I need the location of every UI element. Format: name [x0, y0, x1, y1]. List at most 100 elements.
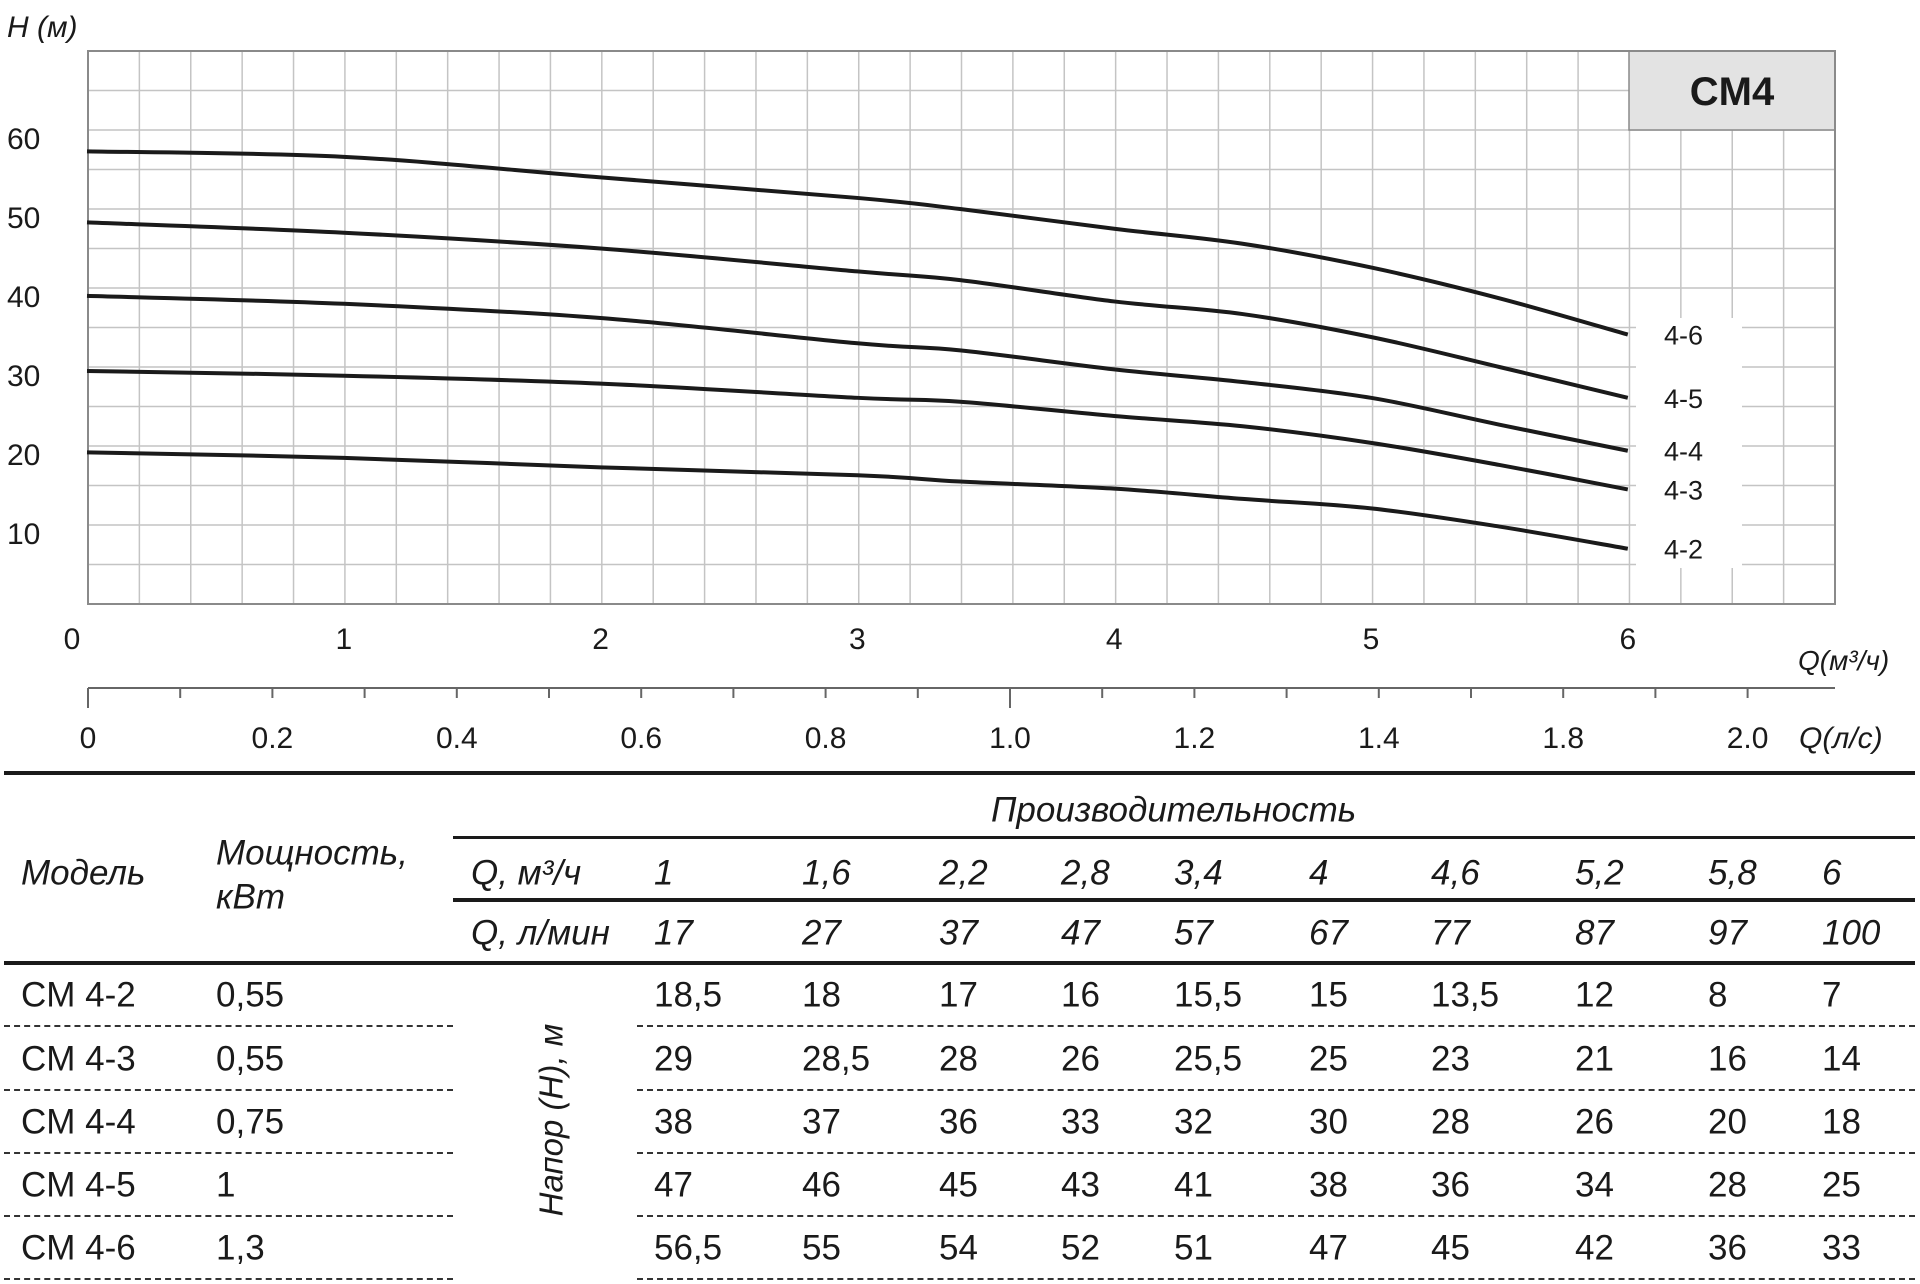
head-value: 29 — [654, 1039, 693, 1079]
head-value: 34 — [1575, 1165, 1614, 1205]
x2-tick-label: 0.6 — [620, 722, 662, 755]
col-model-header: Модель — [21, 853, 146, 893]
head-value: 38 — [1309, 1165, 1348, 1205]
model-name: CM 4-5 — [21, 1165, 136, 1205]
x-tick-label: 4 — [1106, 623, 1123, 656]
head-value: 28 — [1431, 1102, 1470, 1142]
head-value: 13,5 — [1431, 975, 1500, 1015]
head-value: 32 — [1174, 1102, 1213, 1142]
head-value: 26 — [1061, 1039, 1100, 1079]
q-lmin-value: 57 — [1174, 913, 1213, 953]
label-backdrop — [1636, 318, 1742, 568]
head-value: 43 — [1061, 1165, 1100, 1205]
y-tick-label: 50 — [7, 202, 40, 235]
head-value: 18,5 — [654, 975, 723, 1015]
power-value: 0,55 — [216, 1039, 285, 1079]
q-m3h-value: 5,8 — [1708, 853, 1757, 893]
curve-4-3 — [86, 368, 1629, 492]
row-divider — [637, 1152, 1915, 1154]
head-value: 47 — [654, 1165, 693, 1205]
x2-tick-label: 1.4 — [1358, 722, 1400, 755]
series-label: 4-6 — [1664, 321, 1703, 351]
col-power-header: Мощность, — [216, 833, 408, 873]
head-value: 30 — [1309, 1102, 1348, 1142]
x2-tick-label: 0.2 — [252, 722, 294, 755]
group-header: Производительность — [991, 790, 1357, 830]
q-lmin-value: 27 — [802, 913, 841, 953]
q-m3h-label: Q, м³/ч — [471, 853, 582, 893]
curve-4-4 — [86, 293, 1629, 453]
q-m3h-value: 4 — [1309, 853, 1329, 893]
row-divider — [637, 1089, 1915, 1091]
head-value: 20 — [1708, 1102, 1747, 1142]
power-value: 1 — [216, 1165, 236, 1205]
series-label: 4-3 — [1664, 475, 1703, 505]
y-tick-label: 30 — [7, 360, 40, 393]
x-tick-label: 1 — [335, 623, 352, 656]
model-name: CM 4-4 — [21, 1102, 136, 1142]
head-value: 45 — [1431, 1228, 1470, 1268]
separator-line — [4, 771, 1915, 775]
head-value: 33 — [1061, 1102, 1100, 1142]
q-lmin-value: 47 — [1061, 913, 1100, 953]
x2-tick-label: 0.4 — [436, 722, 478, 755]
head-value: 8 — [1708, 975, 1728, 1015]
head-value: 23 — [1431, 1039, 1470, 1079]
head-value: 47 — [1309, 1228, 1348, 1268]
y-tick-label: 10 — [7, 518, 40, 551]
head-value: 37 — [802, 1102, 841, 1142]
chart-title: CM4 — [1690, 70, 1775, 114]
q-m3h-value: 3,4 — [1174, 853, 1223, 893]
q-lmin-value: 97 — [1708, 913, 1747, 953]
head-value: 25 — [1309, 1039, 1348, 1079]
row-divider — [637, 1215, 1915, 1217]
row-divider — [4, 1278, 453, 1280]
x2-axis-label: Q(л/с) — [1799, 722, 1883, 755]
head-value: 55 — [802, 1228, 841, 1268]
head-value: 28,5 — [802, 1039, 871, 1079]
curve-4-2 — [86, 450, 1629, 551]
head-value: 26 — [1575, 1102, 1614, 1142]
row-divider — [4, 1025, 453, 1027]
x2-tick-label: 0.8 — [805, 722, 847, 755]
header-rule — [4, 961, 1915, 965]
row-divider — [4, 1215, 453, 1217]
q-m3h-value: 2,8 — [1061, 853, 1110, 893]
model-name: CM 4-2 — [21, 975, 136, 1015]
x2-tick-label: 0 — [80, 722, 97, 755]
head-value: 28 — [1708, 1165, 1747, 1205]
series-label: 4-5 — [1664, 384, 1703, 414]
x-tick-label: 0 — [64, 623, 81, 656]
head-value: 16 — [1061, 975, 1100, 1015]
head-value: 56,5 — [654, 1228, 723, 1268]
q-m3h-value: 5,2 — [1575, 853, 1624, 893]
head-value: 45 — [939, 1165, 978, 1205]
head-value: 12 — [1575, 975, 1614, 1015]
head-value: 52 — [1061, 1228, 1100, 1268]
head-value: 25,5 — [1174, 1039, 1243, 1079]
head-value: 28 — [939, 1039, 978, 1079]
head-value: 17 — [939, 975, 978, 1015]
plot-frame — [87, 50, 1836, 605]
head-value: 54 — [939, 1228, 978, 1268]
x2-ticks: 0 0.2 0.4 0.6 0.8 1.0 1.2 1.4 1.8 2.0 — [80, 688, 1768, 755]
q-m3h-value: 6 — [1822, 853, 1842, 893]
q-m3h-value: 4,6 — [1431, 853, 1480, 893]
head-value: 25 — [1822, 1165, 1861, 1205]
x2-tick-label: 1.8 — [1542, 722, 1584, 755]
q-lmin-label: Q, л/мин — [471, 913, 610, 953]
head-label: Напор (Н), м — [532, 1023, 570, 1217]
head-value: 36 — [939, 1102, 978, 1142]
y-tick-label: 60 — [7, 123, 40, 156]
head-value: 14 — [1822, 1039, 1861, 1079]
row-divider — [637, 1278, 1915, 1280]
model-name: CM 4-3 — [21, 1039, 136, 1079]
y-tick-label: 20 — [7, 439, 40, 472]
head-value: 33 — [1822, 1228, 1861, 1268]
row-divider — [637, 1025, 1915, 1027]
y-axis-label: H (м) — [7, 11, 78, 44]
q-m3h-value: 2,2 — [939, 853, 988, 893]
q-m3h-value: 1,6 — [802, 853, 851, 893]
power-value: 0,55 — [216, 975, 285, 1015]
